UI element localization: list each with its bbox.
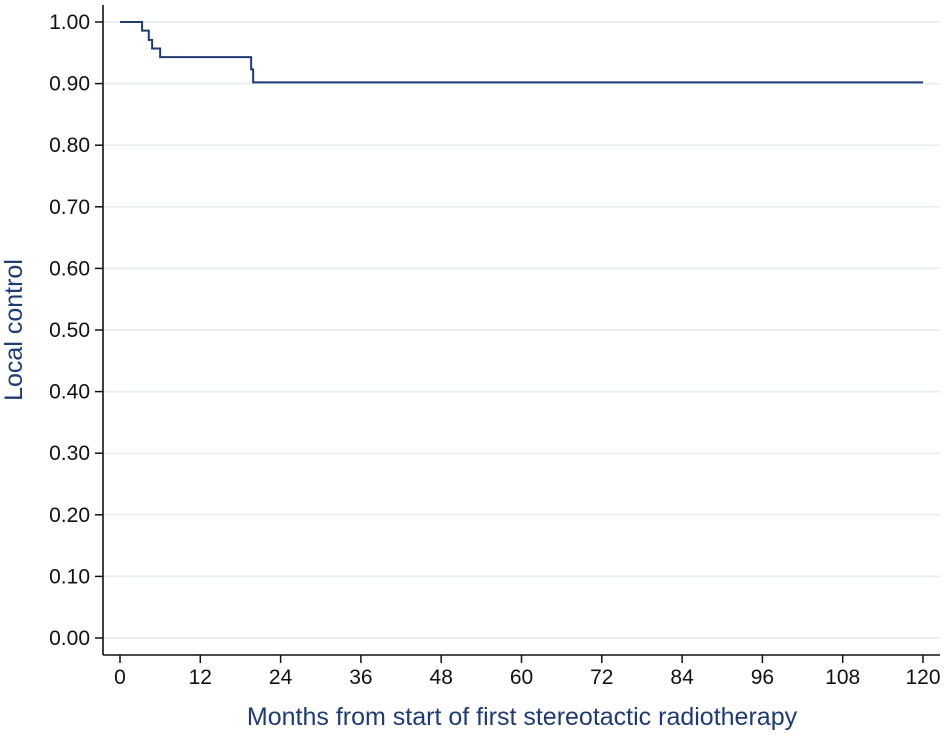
- x-tick-label: 24: [269, 666, 293, 689]
- x-tick-label: 120: [905, 666, 940, 689]
- x-axis-ticks: 0 12 24 36 48 60 72 84 96 108 120: [114, 655, 941, 689]
- y-tick-label: 0.90: [49, 73, 90, 96]
- grid-lines: [103, 21, 940, 639]
- x-tick-label: 60: [510, 666, 533, 689]
- x-axis-title: Months from start of first stereotactic …: [247, 703, 798, 731]
- y-tick-label: 0.70: [49, 196, 90, 219]
- x-tick-label: 108: [825, 666, 860, 689]
- x-tick-label: 36: [349, 666, 372, 689]
- y-tick-label: 0.00: [49, 627, 90, 650]
- series-line-0: [120, 21, 923, 84]
- x-tick-label: 72: [590, 666, 613, 689]
- y-tick-label: 0.30: [49, 442, 90, 465]
- x-tick-label: 0: [114, 666, 126, 689]
- y-tick-label: 0.50: [49, 319, 90, 342]
- y-tick-label: 0.20: [49, 504, 90, 527]
- y-tick-label: 0.60: [49, 257, 90, 280]
- y-tick-label: 1.00: [49, 11, 90, 34]
- y-tick-label: 0.10: [49, 565, 90, 588]
- x-tick-label: 84: [670, 666, 694, 689]
- series-group: [120, 21, 923, 84]
- y-tick-label: 0.40: [49, 381, 90, 404]
- x-tick-label: 96: [751, 666, 774, 689]
- y-axis-title: Local control: [0, 259, 28, 401]
- x-tick-label: 12: [189, 666, 212, 689]
- y-axis-ticks: 0.00 0.10 0.20 0.30 0.40 0.50 0.60 0.70 0.80 0.90…: [49, 11, 103, 650]
- x-tick-label: 48: [430, 666, 453, 689]
- y-tick-label: 0.80: [49, 134, 90, 157]
